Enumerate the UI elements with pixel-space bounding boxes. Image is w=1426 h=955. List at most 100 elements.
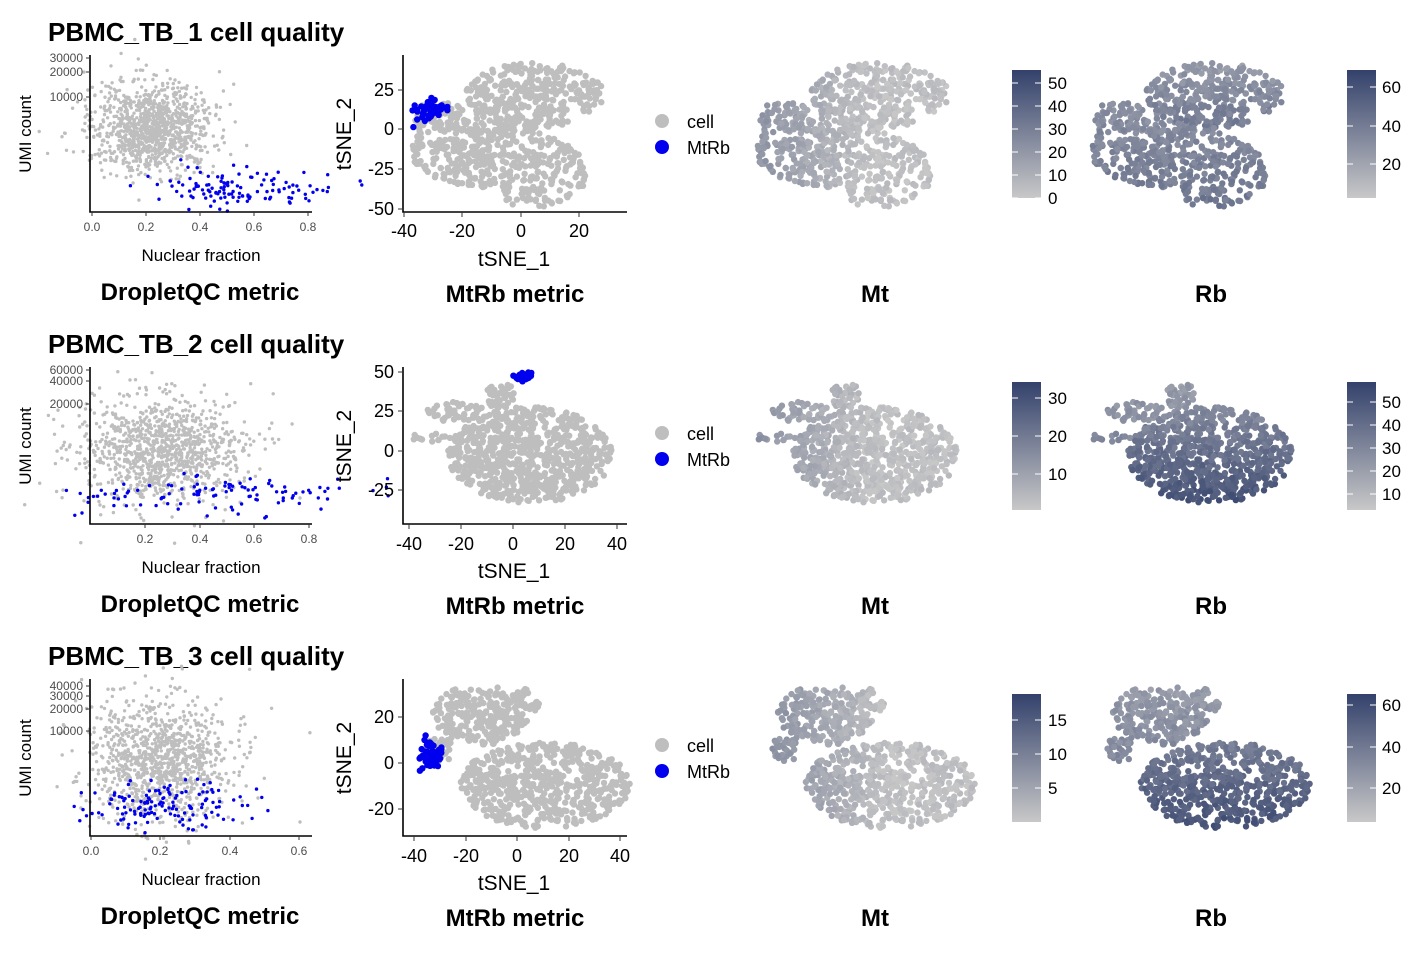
rb-point bbox=[1238, 141, 1246, 148]
mtrb-point bbox=[282, 186, 286, 191]
cell-point bbox=[414, 151, 421, 158]
x-tick-label: 0.8 bbox=[300, 220, 317, 234]
cell-point bbox=[163, 492, 167, 497]
cell-point bbox=[135, 159, 139, 163]
rb-point bbox=[1239, 118, 1247, 125]
cell-point bbox=[218, 481, 222, 485]
rb-point bbox=[1097, 157, 1104, 165]
cell-point bbox=[157, 143, 161, 147]
cell-point bbox=[189, 136, 193, 140]
mtrb-point bbox=[360, 183, 364, 187]
rb-point bbox=[1113, 120, 1120, 127]
cell-point bbox=[181, 492, 185, 496]
cell-point bbox=[135, 126, 139, 130]
cell-point bbox=[577, 182, 585, 189]
cell-point bbox=[174, 111, 179, 115]
mt-point bbox=[892, 103, 899, 110]
cell-point bbox=[116, 98, 121, 102]
mt-point bbox=[865, 177, 872, 184]
cell-point bbox=[102, 505, 106, 509]
cell-point bbox=[156, 454, 160, 458]
mtrb-point bbox=[180, 194, 184, 198]
cell-point bbox=[522, 163, 529, 170]
cell-point bbox=[106, 100, 110, 104]
mt-point bbox=[811, 127, 819, 134]
cell-point bbox=[536, 62, 543, 70]
mtrb-point bbox=[216, 175, 220, 179]
cell-point bbox=[143, 99, 147, 103]
cell-point bbox=[593, 92, 600, 100]
mt-point bbox=[881, 62, 888, 70]
cell-point bbox=[489, 66, 496, 73]
rb-point bbox=[1180, 148, 1187, 155]
mt-point bbox=[778, 155, 785, 162]
mt-point bbox=[868, 118, 875, 125]
cell-point bbox=[127, 125, 132, 129]
cell-point bbox=[168, 145, 172, 149]
rb-point bbox=[1251, 82, 1258, 90]
cell-point bbox=[154, 470, 158, 474]
cell-point bbox=[144, 393, 148, 397]
cell-point bbox=[497, 87, 504, 94]
rb-point bbox=[1118, 140, 1125, 147]
cell-point bbox=[221, 405, 225, 409]
cell-point bbox=[117, 457, 122, 461]
cell-point bbox=[556, 197, 564, 205]
cell-point bbox=[188, 404, 193, 408]
cell-point bbox=[93, 453, 97, 458]
cell-point bbox=[165, 153, 169, 158]
cell-point bbox=[199, 439, 203, 443]
cell-point bbox=[217, 148, 221, 152]
row-title: PBMC_TB_2 cell quality bbox=[48, 329, 345, 359]
mtrb-point bbox=[283, 485, 287, 489]
cell-point bbox=[166, 101, 170, 105]
rb-point bbox=[1238, 178, 1245, 185]
cell-point bbox=[480, 127, 487, 134]
cell-point bbox=[178, 400, 182, 404]
cell-point bbox=[160, 447, 165, 452]
cell-point bbox=[141, 495, 145, 499]
cell-point bbox=[166, 85, 170, 90]
mt-point bbox=[850, 77, 858, 85]
mt-point bbox=[789, 166, 797, 173]
cell-point bbox=[232, 82, 236, 86]
cell-point bbox=[168, 472, 172, 477]
cell-point bbox=[144, 388, 149, 392]
mtrb-point bbox=[245, 199, 249, 203]
cell-point bbox=[191, 114, 195, 118]
cell-point bbox=[556, 187, 563, 194]
cell-point bbox=[145, 132, 149, 136]
cell-point bbox=[192, 170, 196, 175]
cell-point bbox=[142, 146, 147, 150]
mtrb-point bbox=[237, 172, 241, 176]
cell-point bbox=[532, 163, 540, 170]
cell-point bbox=[221, 89, 226, 93]
cell-point bbox=[122, 433, 126, 437]
cell-point bbox=[85, 460, 90, 464]
mt-point bbox=[931, 88, 938, 95]
cell-point bbox=[500, 148, 507, 155]
cell-point bbox=[165, 162, 169, 167]
mtrb-point bbox=[223, 195, 227, 199]
rb-point bbox=[1211, 67, 1218, 75]
mtrb-point bbox=[247, 196, 251, 201]
droplet-panel: 0.0 0.2 0.4 0.6 0.8 10000 20000 30000 Nu… bbox=[16, 37, 364, 306]
cell-point bbox=[115, 445, 119, 449]
cell-point bbox=[100, 80, 104, 85]
cell-point bbox=[558, 178, 565, 185]
cell-point bbox=[488, 152, 495, 159]
cell-point bbox=[200, 447, 204, 451]
cell-point bbox=[474, 106, 481, 114]
x-tick-label: 0.6 bbox=[246, 220, 263, 234]
cell-point bbox=[108, 441, 112, 446]
rb-point bbox=[1260, 106, 1267, 113]
rb-point bbox=[1256, 160, 1264, 167]
cell-point bbox=[136, 77, 140, 81]
cell-point bbox=[119, 121, 123, 125]
mt-point bbox=[910, 147, 917, 155]
mt-point bbox=[881, 202, 888, 209]
cell-point bbox=[171, 157, 176, 161]
cell-point bbox=[92, 135, 96, 139]
y-tick-label: -50 bbox=[368, 199, 394, 219]
rb-point bbox=[1145, 181, 1152, 189]
